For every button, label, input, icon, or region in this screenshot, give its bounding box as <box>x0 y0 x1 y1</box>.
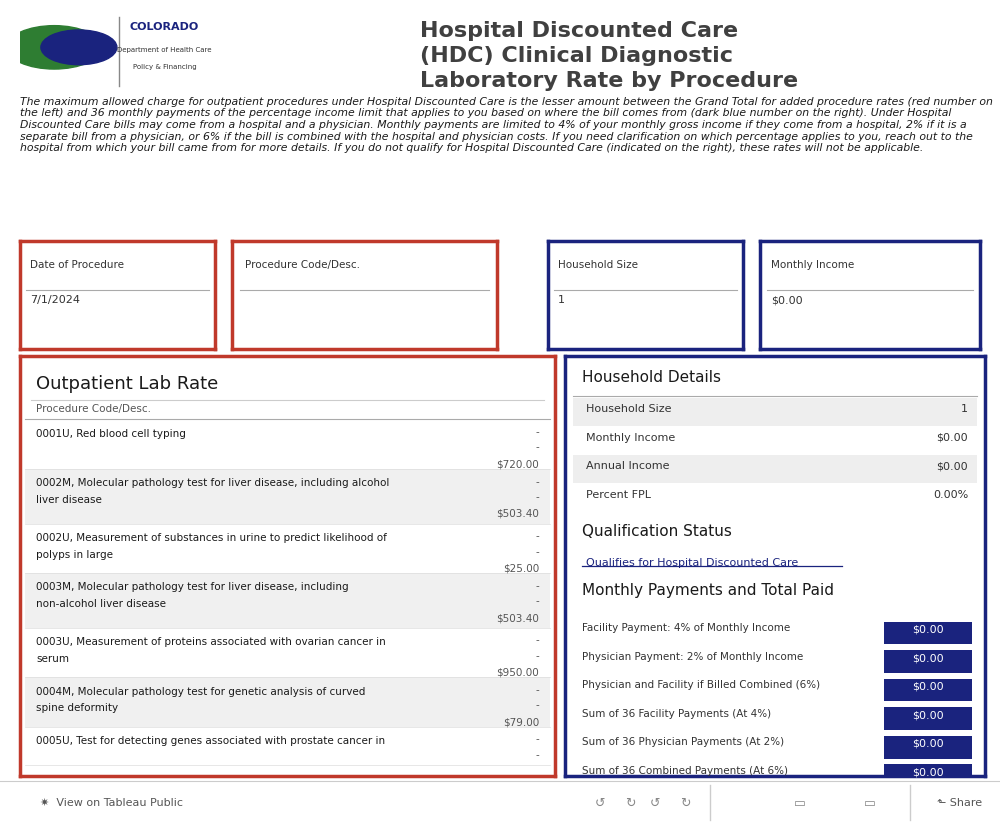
Text: $503.40: $503.40 <box>496 509 539 519</box>
Text: 0.00%: 0.00% <box>933 490 968 500</box>
Text: Procedure Code/Desc.: Procedure Code/Desc. <box>36 404 151 414</box>
Text: 0005U, Test for detecting genes associated with prostate cancer in: 0005U, Test for detecting genes associat… <box>36 736 385 746</box>
Text: 0001U, Red blood cell typing: 0001U, Red blood cell typing <box>36 428 186 438</box>
FancyBboxPatch shape <box>884 764 972 787</box>
FancyBboxPatch shape <box>573 483 977 512</box>
Text: Procedure Code/Desc.: Procedure Code/Desc. <box>245 260 360 270</box>
Text: Monthly Income: Monthly Income <box>586 433 675 443</box>
Text: -: - <box>535 651 539 661</box>
Text: Physician Payment: 2% of Monthly Income: Physician Payment: 2% of Monthly Income <box>582 652 803 662</box>
Text: -: - <box>535 547 539 557</box>
FancyBboxPatch shape <box>25 573 550 628</box>
Text: $950.00: $950.00 <box>496 667 539 678</box>
Text: -: - <box>535 750 539 760</box>
Text: -: - <box>535 734 539 744</box>
Text: 7/1/2024: 7/1/2024 <box>30 295 80 305</box>
Text: 0002M, Molecular pathology test for liver disease, including alcohol: 0002M, Molecular pathology test for live… <box>36 478 389 488</box>
Text: serum: serum <box>36 654 69 664</box>
Text: $0.00: $0.00 <box>937 433 968 443</box>
Text: polyps in large: polyps in large <box>36 550 113 560</box>
Text: $0.00: $0.00 <box>771 295 803 305</box>
Text: 0003M, Molecular pathology test for liver disease, including: 0003M, Molecular pathology test for live… <box>36 582 349 592</box>
Text: $0.00: $0.00 <box>912 681 944 691</box>
Text: 0004M, Molecular pathology test for genetic analysis of curved: 0004M, Molecular pathology test for gene… <box>36 686 365 696</box>
Text: -: - <box>535 635 539 645</box>
FancyBboxPatch shape <box>573 398 977 426</box>
Text: Annual Income: Annual Income <box>586 461 670 471</box>
Circle shape <box>7 26 102 69</box>
Circle shape <box>41 30 117 65</box>
FancyBboxPatch shape <box>884 650 972 673</box>
Text: 0003U, Measurement of proteins associated with ovarian cancer in: 0003U, Measurement of proteins associate… <box>36 637 386 647</box>
FancyBboxPatch shape <box>573 455 977 483</box>
Text: ↻: ↻ <box>680 796 690 810</box>
Text: Sum of 36 Combined Payments (At 6%): Sum of 36 Combined Payments (At 6%) <box>582 766 788 776</box>
Text: ↻: ↻ <box>625 796 635 810</box>
FancyBboxPatch shape <box>884 679 972 701</box>
Text: COLORADO: COLORADO <box>130 22 199 32</box>
Text: $0.00: $0.00 <box>937 461 968 471</box>
Text: $25.00: $25.00 <box>503 563 539 574</box>
Text: -: - <box>535 596 539 606</box>
Text: $79.00: $79.00 <box>503 717 539 727</box>
Text: Sum of 36 Facility Payments (At 4%): Sum of 36 Facility Payments (At 4%) <box>582 709 771 719</box>
Text: ⬑ Share: ⬑ Share <box>937 798 983 808</box>
Text: Household Size: Household Size <box>558 260 638 270</box>
Text: -: - <box>535 685 539 695</box>
Text: Monthly Payments and Total Paid: Monthly Payments and Total Paid <box>582 583 834 598</box>
Text: Date of Procedure: Date of Procedure <box>30 260 124 270</box>
Text: Department of Health Care: Department of Health Care <box>117 47 212 53</box>
Text: -: - <box>535 531 539 541</box>
FancyBboxPatch shape <box>884 736 972 758</box>
Text: ↺: ↺ <box>595 796 605 810</box>
Text: -: - <box>535 476 539 486</box>
FancyBboxPatch shape <box>573 426 977 455</box>
Text: $0.00: $0.00 <box>912 710 944 720</box>
Text: Outpatient Lab Rate: Outpatient Lab Rate <box>36 375 218 393</box>
Text: liver disease: liver disease <box>36 495 102 505</box>
Text: -: - <box>535 442 539 452</box>
Text: Household Size: Household Size <box>586 404 672 414</box>
Text: spine deformity: spine deformity <box>36 704 118 714</box>
Text: ▭: ▭ <box>864 796 876 810</box>
Text: $0.00: $0.00 <box>912 624 944 634</box>
Text: Monthly Income: Monthly Income <box>771 260 854 270</box>
Text: The maximum allowed charge for outpatient procedures under Hospital Discounted C: The maximum allowed charge for outpatien… <box>20 97 993 153</box>
Text: $503.40: $503.40 <box>496 613 539 623</box>
Text: 1: 1 <box>558 295 565 305</box>
FancyBboxPatch shape <box>884 622 972 644</box>
Text: Facility Payment: 4% of Monthly Income: Facility Payment: 4% of Monthly Income <box>582 624 790 633</box>
Text: $0.00: $0.00 <box>912 767 944 777</box>
Text: Household Details: Household Details <box>582 370 721 385</box>
Text: ▭: ▭ <box>794 796 806 810</box>
Text: Hospital Discounted Care
(HDC) Clinical Diagnostic
Laboratory Rate by Procedure: Hospital Discounted Care (HDC) Clinical … <box>420 21 798 91</box>
FancyBboxPatch shape <box>25 677 550 727</box>
Text: Physician and Facility if Billed Combined (6%): Physician and Facility if Billed Combine… <box>582 681 820 691</box>
Text: -: - <box>535 700 539 710</box>
Text: Sum of 36 Physician Payments (At 2%): Sum of 36 Physician Payments (At 2%) <box>582 738 784 748</box>
Text: $0.00: $0.00 <box>912 739 944 748</box>
Text: Qualification Status: Qualification Status <box>582 524 732 539</box>
Text: Policy & Financing: Policy & Financing <box>133 65 196 70</box>
Text: -: - <box>535 427 539 437</box>
FancyBboxPatch shape <box>884 707 972 730</box>
Text: $720.00: $720.00 <box>496 459 539 470</box>
Text: 1: 1 <box>961 404 968 414</box>
Text: $0.00: $0.00 <box>912 653 944 663</box>
Text: Qualifies for Hospital Discounted Care: Qualifies for Hospital Discounted Care <box>586 558 798 568</box>
Text: ↺: ↺ <box>650 796 660 810</box>
Text: 0002U, Measurement of substances in urine to predict likelihood of: 0002U, Measurement of substances in urin… <box>36 533 387 543</box>
FancyBboxPatch shape <box>25 469 550 523</box>
Text: -: - <box>535 492 539 502</box>
Text: non-alcohol liver disease: non-alcohol liver disease <box>36 600 166 609</box>
Text: ✷  View on Tableau Public: ✷ View on Tableau Public <box>40 798 183 808</box>
Text: -: - <box>535 581 539 590</box>
Text: Percent FPL: Percent FPL <box>586 490 651 500</box>
